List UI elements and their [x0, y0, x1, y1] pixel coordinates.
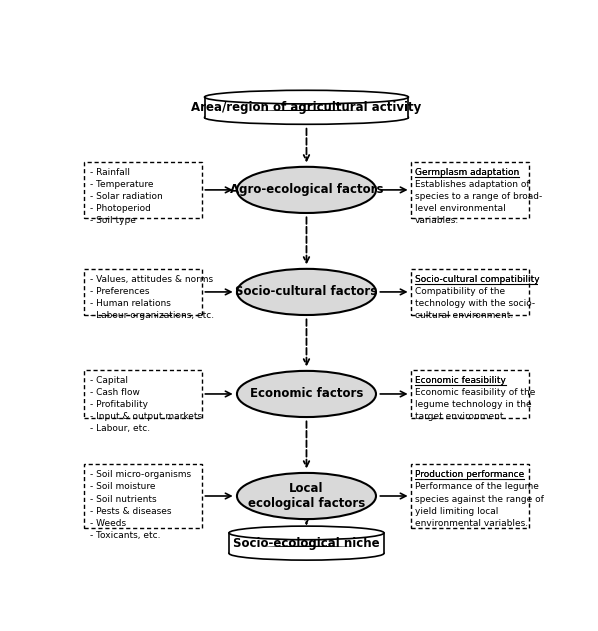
FancyBboxPatch shape — [410, 269, 529, 315]
Ellipse shape — [229, 546, 384, 560]
Bar — [205, 110, 408, 117]
Text: - Rainfall
- Temperature
- Solar radiation
- Photoperiod
- Soil type: - Rainfall - Temperature - Solar radiati… — [90, 168, 163, 225]
Text: Economic feasibility: Economic feasibility — [415, 375, 506, 384]
Text: - Values, attitudes & norms
- Preferences
- Human relations
- Labour organizatio: - Values, attitudes & norms - Preference… — [90, 274, 214, 320]
Text: - Capital
- Cash flow
- Profitability
- Input & output markets
- Labour, etc.: - Capital - Cash flow - Profitability - … — [90, 375, 202, 433]
Text: Production performance: Production performance — [415, 470, 524, 480]
Text: Socio-cultural compatibility
Compatibility of the
technology with the socio-
cul: Socio-cultural compatibility Compatibili… — [415, 274, 540, 320]
FancyBboxPatch shape — [84, 464, 203, 528]
Text: Area/region of agricultural activity: Area/region of agricultural activity — [191, 101, 422, 114]
Text: Production performance
Performance of the legume
species against the range of
yi: Production performance Performance of th… — [415, 470, 544, 528]
Bar — [229, 546, 384, 553]
Text: Economic factors: Economic factors — [250, 387, 363, 401]
Bar — [229, 533, 384, 553]
FancyBboxPatch shape — [84, 370, 203, 418]
Ellipse shape — [205, 110, 408, 124]
Ellipse shape — [237, 269, 376, 315]
Text: Agro-ecological factors: Agro-ecological factors — [230, 184, 383, 196]
Text: Local
ecological factors: Local ecological factors — [248, 482, 365, 510]
Text: Germplasm adaptation
Establishes adaptation of
species to a range of broad-
leve: Germplasm adaptation Establishes adaptat… — [415, 168, 542, 225]
Text: Economic feasibility
Economic feasibility of the
legume technology in the
target: Economic feasibility Economic feasibilit… — [415, 375, 536, 421]
Bar — [205, 97, 408, 117]
FancyBboxPatch shape — [410, 162, 529, 218]
Text: Socio-ecological niche: Socio-ecological niche — [233, 536, 380, 550]
FancyBboxPatch shape — [84, 269, 203, 315]
Ellipse shape — [237, 371, 376, 417]
Text: Socio-cultural factors: Socio-cultural factors — [236, 285, 377, 298]
Ellipse shape — [237, 473, 376, 519]
Ellipse shape — [237, 167, 376, 213]
Ellipse shape — [229, 526, 384, 540]
Text: - Soil micro-organisms
- Soil moisture
- Soil nutrients
- Pests & diseases
- Wee: - Soil micro-organisms - Soil moisture -… — [90, 470, 191, 540]
FancyBboxPatch shape — [410, 370, 529, 418]
FancyBboxPatch shape — [410, 464, 529, 528]
FancyBboxPatch shape — [84, 162, 203, 218]
Ellipse shape — [205, 90, 408, 104]
Text: Germplasm adaptation: Germplasm adaptation — [415, 168, 520, 177]
Text: Socio-cultural compatibility: Socio-cultural compatibility — [415, 274, 540, 284]
